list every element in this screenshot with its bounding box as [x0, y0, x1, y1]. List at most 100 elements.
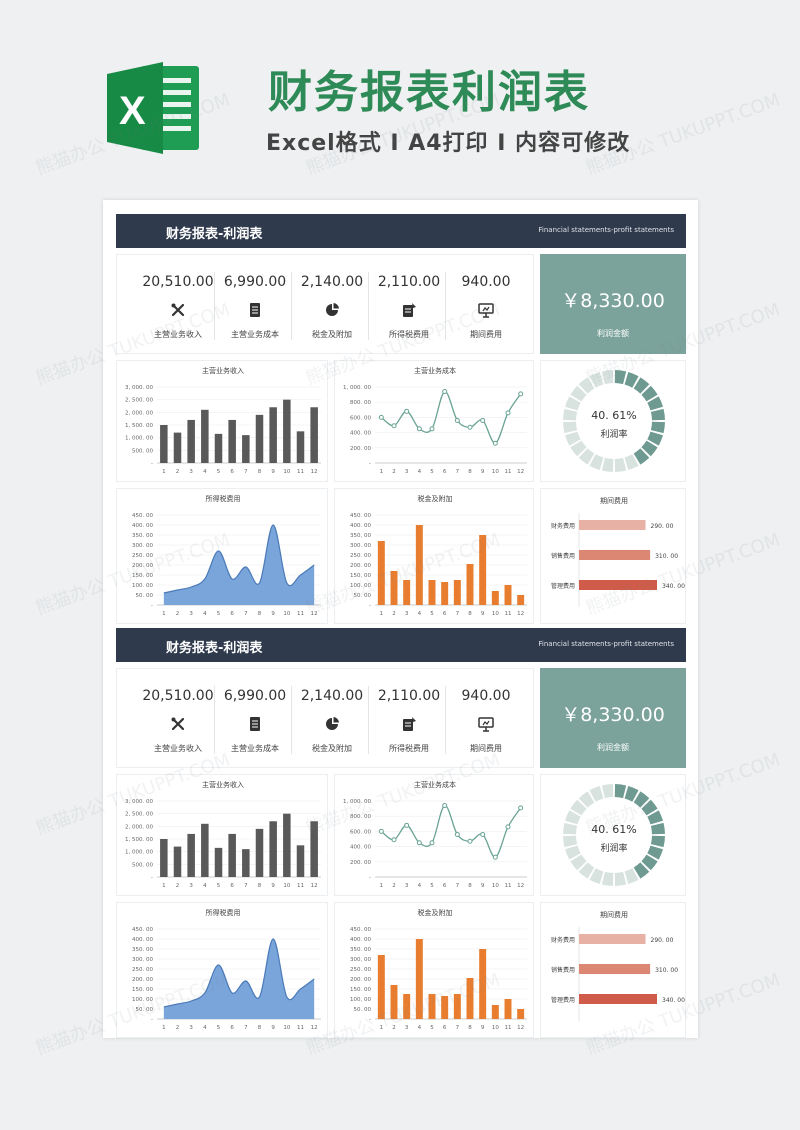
x-tick-label: 3	[405, 883, 409, 889]
donut-segment	[570, 440, 587, 457]
y-tick-label: 1, 000. 00	[343, 799, 371, 805]
x-tick-label: 8	[468, 469, 472, 475]
donut-segment	[601, 871, 614, 886]
y-tick-label: 150. 00	[350, 573, 371, 579]
kpi-value: 2,140.00	[300, 688, 364, 704]
kpi-panel: 20,510.00 主营业务收入 6,990.00 主营业务成本 2,140.00 税金及…	[116, 668, 534, 768]
kpi-card: 2,140.00 税金及附加	[292, 669, 372, 769]
donut-segment	[589, 372, 604, 388]
x-tick-label: 4	[203, 1025, 207, 1031]
kpi-value: 2,110.00	[377, 274, 441, 290]
cost-chart: 主营业务成本 1, 000. 00 800. 00 600. 00 400. 00 200…	[334, 774, 534, 896]
bar	[517, 595, 525, 605]
area-fill	[163, 525, 315, 605]
chart-title: 所得税费用	[206, 908, 241, 917]
x-tick-label: 4	[203, 611, 207, 617]
data-point	[480, 831, 486, 837]
x-tick-label: 9	[271, 469, 275, 475]
x-tick-label: 11	[297, 469, 304, 475]
profit-label: 利润金额	[597, 329, 629, 338]
donut-segment	[647, 810, 663, 825]
x-tick-label: 10	[283, 883, 290, 889]
y-tick-label: 400. 00	[132, 937, 153, 943]
kpi-card: 2,110.00 所得税费用	[369, 669, 449, 769]
bar	[296, 431, 305, 463]
report-section: 财务报表-利润表 Financial statements-profit stat…	[116, 628, 686, 1043]
kpi-card: 940.00 期间费用	[446, 255, 526, 355]
y-tick-label: 300. 00	[350, 543, 371, 549]
y-tick-label: 600. 00	[350, 829, 371, 835]
x-tick-label: 7	[456, 1025, 460, 1031]
x-tick-label: 7	[456, 611, 460, 617]
y-tick-label: 2, 500. 00	[125, 812, 153, 818]
expense-bar	[579, 934, 646, 944]
bar	[479, 949, 487, 1019]
x-tick-label: 10	[283, 469, 290, 475]
chart-title: 主营业务成本	[414, 780, 456, 789]
x-tick-label: 10	[492, 1025, 499, 1031]
kpi-value: 2,140.00	[300, 274, 364, 290]
y-tick-label: 300. 00	[350, 957, 371, 963]
expense-value: 290. 00	[651, 937, 674, 944]
donut-label: 利润率	[600, 842, 627, 854]
report-section: 财务报表-利润表 Financial statements-profit stat…	[116, 214, 686, 629]
donut-segment	[570, 854, 587, 871]
profit-value: ￥8,330.00	[561, 290, 665, 312]
donut-segment	[565, 396, 581, 411]
bar	[390, 985, 398, 1019]
chart-svg: 主营业务收入 3, 000. 00 2, 500. 00 2, 000. 00 1, 5…	[125, 366, 321, 475]
kpi-label: 主营业务收入	[154, 330, 202, 339]
x-tick-label: 10	[492, 883, 499, 889]
donut-segment	[633, 791, 650, 808]
expense-value: 340. 00	[662, 583, 685, 590]
x-tick-label: 11	[505, 469, 512, 475]
donut-segment	[565, 845, 581, 860]
bar	[214, 433, 223, 463]
donut-segment	[641, 440, 658, 457]
donut-segment	[563, 408, 578, 421]
bar	[415, 525, 423, 605]
profit-rate-donut: 40. 61% 利润率	[540, 360, 686, 482]
x-tick-label: 1	[380, 883, 384, 889]
x-tick-label: 3	[189, 883, 193, 889]
y-tick-label: 50. 00	[136, 1007, 154, 1013]
y-tick-label: 250. 00	[350, 967, 371, 973]
income-tax-chart: 所得税费用 450. 00 400. 00 350. 00 300. 00 250. 00…	[116, 488, 328, 624]
bar	[201, 409, 209, 463]
x-tick-label: 2	[392, 611, 396, 617]
bar	[479, 535, 487, 605]
donut-svg: 40. 61% 利润率	[563, 784, 665, 886]
kpi-divider	[368, 272, 369, 340]
x-tick-label: 8	[258, 1025, 262, 1031]
x-tick-label: 7	[244, 1025, 248, 1031]
kpi-label: 期间费用	[470, 330, 502, 339]
x-tick-label: 7	[456, 883, 460, 889]
x-tick-label: 5	[430, 611, 434, 617]
section-header: 财务报表-利润表 Financial statements-profit stat…	[116, 628, 686, 662]
x-tick-label: 6	[443, 611, 447, 617]
x-tick-label: 8	[258, 469, 262, 475]
y-tick-label: 100. 00	[132, 583, 153, 589]
kpi-value: 940.00	[461, 688, 511, 704]
cost-chart: 主营业务成本 1, 000. 00 800. 00 600. 00 400. 00 200…	[334, 360, 534, 482]
bar	[187, 419, 195, 463]
donut-segment	[633, 862, 650, 879]
donut-percent: 40. 61%	[591, 823, 636, 836]
data-point	[492, 440, 498, 446]
data-point	[518, 805, 524, 811]
donut-segment	[589, 454, 604, 470]
donut-segment	[601, 457, 614, 472]
donut-segment	[650, 408, 665, 421]
donut-segment	[624, 868, 639, 884]
profit-amount-card: ￥8,330.00 利润金额	[540, 254, 686, 354]
data-point	[505, 410, 511, 416]
x-tick-label: 8	[468, 883, 472, 889]
donut-segment	[601, 370, 614, 385]
tools-icon	[171, 717, 185, 731]
bar	[441, 996, 449, 1019]
data-point	[442, 803, 448, 809]
x-tick-label: 5	[217, 883, 221, 889]
data-point	[429, 426, 435, 432]
